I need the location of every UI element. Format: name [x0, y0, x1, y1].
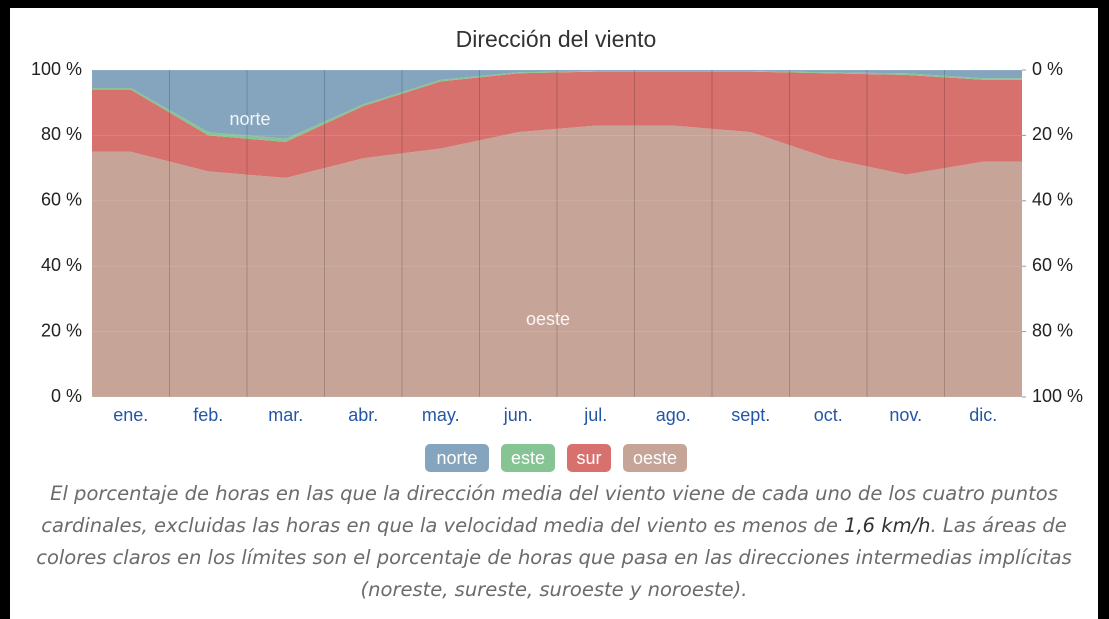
- annotation: oeste: [526, 309, 570, 329]
- y-tick-label: 60 %: [41, 190, 82, 210]
- legend-label: oeste: [633, 448, 677, 468]
- y-tick-label: 20 %: [41, 320, 82, 340]
- legend-swatch: [567, 444, 611, 472]
- x-tick-label: oct.: [814, 405, 843, 425]
- x-tick-label: mar.: [268, 405, 303, 425]
- y2-tick-label: 40 %: [1032, 190, 1073, 210]
- y-tick-label: 100 %: [31, 59, 82, 79]
- chart: Dirección del viento 0 % 20 % 40 % 60 % 80 %…: [31, 26, 1083, 472]
- x-tick-label: may.: [422, 405, 460, 425]
- frame: Dirección del viento 0 % 20 % 40 % 60 % 80 %…: [10, 8, 1098, 619]
- y-tick-label: 40 %: [41, 255, 82, 275]
- x-tick-label: jul.: [583, 405, 607, 425]
- caption-text: El porcentaje de horas en las que la dir…: [41, 482, 1058, 537]
- y2-tick-label: 80 %: [1032, 320, 1073, 340]
- caption: El porcentaje de horas en las que la dir…: [30, 478, 1078, 606]
- legend-swatch: [623, 444, 687, 472]
- y2-tick-label: 20 %: [1032, 124, 1073, 144]
- legend-swatch: [425, 444, 489, 472]
- annotation: norte: [229, 109, 270, 129]
- area: [92, 70, 1022, 139]
- x-tick-label: sept.: [731, 405, 770, 425]
- x-tick-label: jun.: [503, 405, 533, 425]
- chart-title: Dirección del viento: [456, 26, 657, 52]
- legend-label: sur: [576, 448, 601, 468]
- caption-text: . Las áreas de colores claros en los lím…: [36, 514, 1072, 601]
- x-tick-label: nov.: [889, 405, 922, 425]
- y-tick-label: 80 %: [41, 124, 82, 144]
- legend-label: norte: [436, 448, 477, 468]
- x-tick-label: abr.: [348, 405, 378, 425]
- x-tick-label: feb.: [193, 405, 223, 425]
- legend-swatch: [501, 444, 555, 472]
- x-tick-label: ene.: [113, 405, 148, 425]
- area: [92, 71, 1022, 178]
- y2-tick-label: 60 %: [1032, 255, 1073, 275]
- x-tick-label: ago.: [656, 405, 691, 425]
- area: [92, 125, 1022, 397]
- x-tick-label: dic.: [969, 405, 997, 425]
- y2-tick-label: 0 %: [1032, 59, 1063, 79]
- legend-label: este: [511, 448, 545, 468]
- y2-tick-label: 100 %: [1032, 386, 1083, 406]
- y-tick-label: 0 %: [51, 386, 82, 406]
- caption-emphasis: 1,6 km/h: [844, 514, 931, 537]
